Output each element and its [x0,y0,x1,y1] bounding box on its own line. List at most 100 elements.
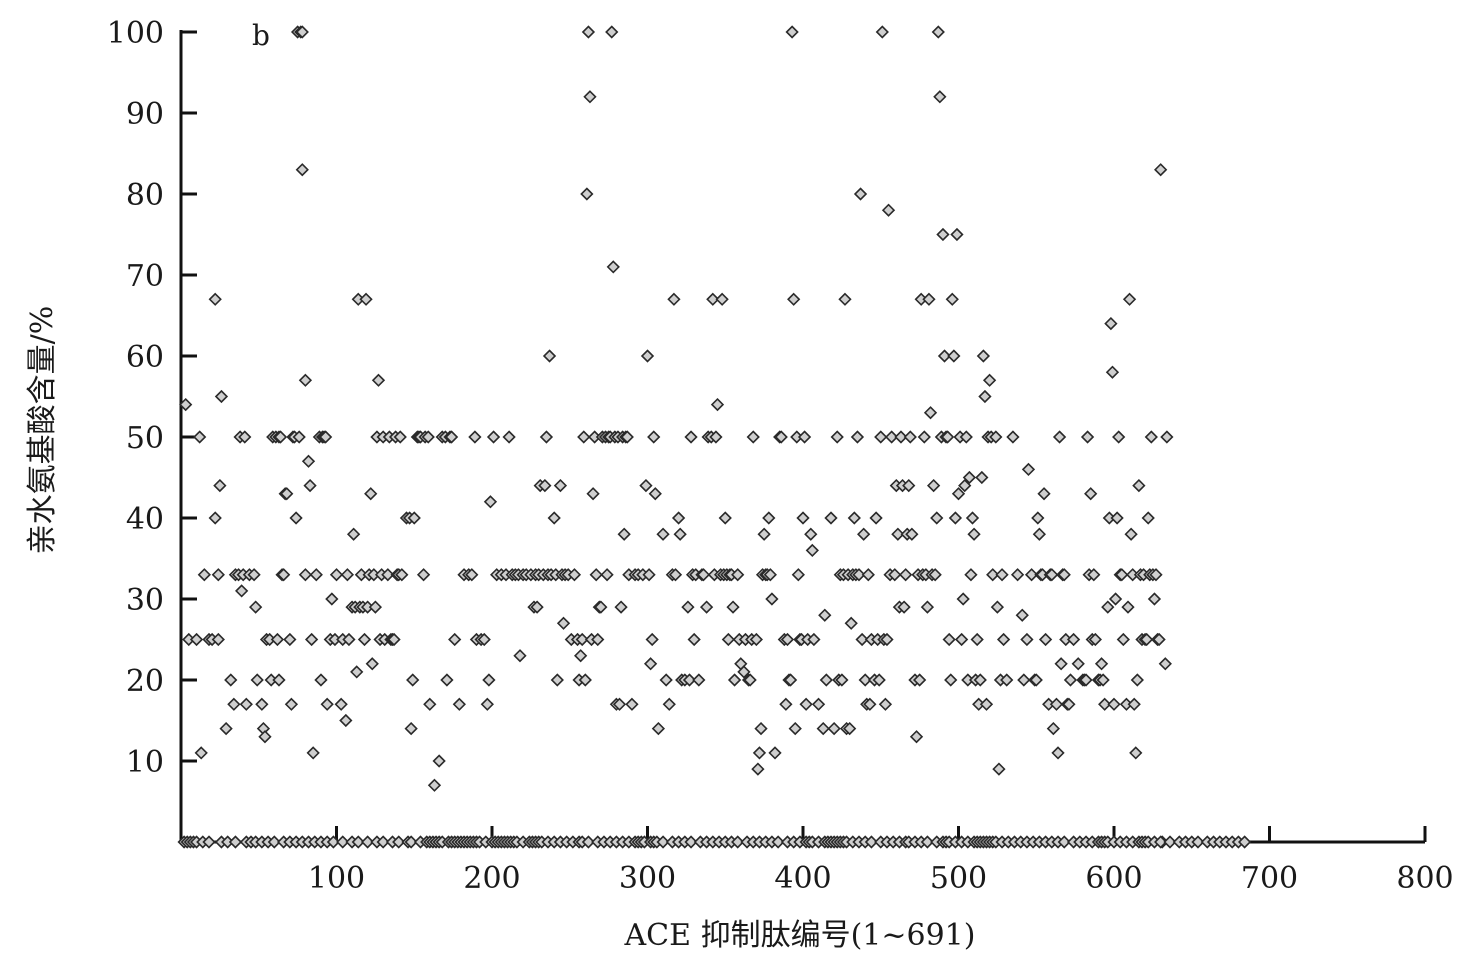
data-point [982,373,997,387]
data-point [855,632,869,647]
data-point [804,527,818,541]
data-point [346,527,361,541]
data-point [976,349,991,363]
data-point [989,430,1003,444]
data-point [304,632,319,647]
data-point [954,632,969,647]
data-point [1066,632,1081,647]
data-point [267,835,281,849]
data-point [973,673,987,687]
data-point [944,673,958,687]
data-point [468,430,482,444]
data-point [239,697,253,711]
y-tick-label: 30 [126,583,164,618]
data-point [970,632,984,647]
data-point [276,568,291,582]
data-point [1152,632,1166,647]
data-point [1147,592,1162,606]
data-point [1160,430,1174,444]
y-tick-label: 50 [126,421,164,456]
data-point [920,835,935,849]
data-point [1054,657,1068,671]
data-point [1141,511,1155,525]
data-point [926,478,941,493]
data-point [699,600,714,614]
data-point [452,697,466,711]
data-point [1144,430,1158,444]
data-point [656,835,670,849]
data-point [351,835,365,849]
data-point [640,349,655,363]
data-point [387,632,401,647]
data-point [1057,568,1071,582]
data-point [247,568,261,582]
data-point [1124,527,1138,541]
x-tick-label: 300 [619,861,676,896]
data-point [751,762,765,776]
data-point [1132,478,1146,493]
data-point [1052,430,1067,444]
data-point [827,721,841,736]
y-tick-label: 100 [107,16,164,51]
data-point [1112,430,1126,444]
data-point [645,632,659,647]
data-point [947,349,961,363]
data-point [850,430,865,444]
data-point [897,600,911,614]
data-point [718,511,732,525]
data-point [659,673,673,687]
data-point [284,697,299,711]
data-point [392,835,406,849]
data-point [667,292,681,306]
data-point [1163,835,1177,849]
data-point [869,511,883,525]
data-point [301,454,316,468]
data-point [951,487,966,501]
data-point [959,430,973,444]
data-point [746,430,760,444]
data-point [320,697,334,711]
data-point [283,632,297,647]
data-point [298,568,313,582]
data-point [965,511,980,525]
data-point [368,600,383,614]
data-point [1105,365,1120,379]
data-point [864,835,879,849]
data-point [594,600,608,614]
data-point [727,673,742,687]
data-point [255,697,269,711]
data-point [1045,568,1059,582]
y-axis-title: 亲水氨基酸含量/% [25,306,60,555]
data-point [1017,673,1031,687]
data-point [749,632,763,647]
data-point [780,632,795,647]
data-point [922,292,936,306]
data-point [1087,568,1101,582]
data-point [270,632,285,647]
data-point [1006,430,1020,444]
data-point [1140,632,1154,647]
data-point [737,665,751,679]
data-point [292,430,306,444]
data-point [964,568,978,582]
data-point [612,697,627,711]
data-point [325,592,339,606]
data-point [647,430,661,444]
data-point [898,568,913,582]
data-point [902,478,916,493]
data-point [1020,632,1034,647]
data-point [917,430,931,444]
data-point [421,430,435,444]
data-point [1038,632,1053,647]
data-point [1063,673,1078,687]
data-point [340,568,355,582]
data-point [620,430,634,444]
data-point [1024,568,1039,582]
data-point [238,430,252,444]
data-point [996,632,1011,647]
data-point [673,527,687,541]
data-point [295,163,309,177]
data-point [1029,673,1043,687]
data-point [709,430,723,444]
data-point [513,649,527,663]
